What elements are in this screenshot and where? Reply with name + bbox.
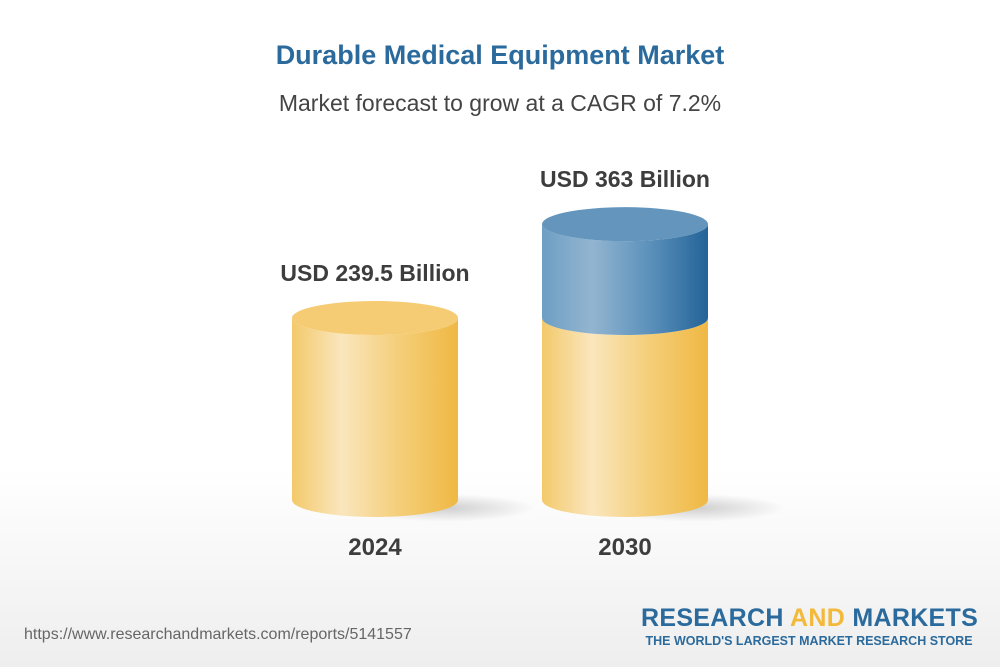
logo-word: MARKETS xyxy=(852,604,979,632)
cylinder-2030-base xyxy=(542,318,708,517)
research-and-markets-logo: RESEARCH AND MARKETS THE WORLD'S LARGEST… xyxy=(641,604,979,648)
chart-title: Durable Medical Equipment Market xyxy=(275,40,725,70)
cylinder-2024-base xyxy=(292,318,458,517)
cylinder-top xyxy=(542,207,708,242)
value-label: USD 363 Billion xyxy=(540,166,710,192)
chart-subtitle: Market forecast to grow at a CAGR of 7.2… xyxy=(278,90,722,116)
category-label: 2030 xyxy=(598,534,651,561)
logo-word: AND xyxy=(790,604,846,632)
cylinder-2030-growth xyxy=(542,224,708,335)
category-label: 2024 xyxy=(348,534,402,561)
logo-tagline: THE WORLD'S LARGEST MARKET RESEARCH STOR… xyxy=(645,634,973,648)
report-url[interactable]: https://www.researchandmarkets.com/repor… xyxy=(24,626,412,643)
cylinder-top xyxy=(292,301,458,335)
logo-word: RESEARCH xyxy=(641,604,784,632)
value-label: USD 239.5 Billion xyxy=(280,260,469,286)
